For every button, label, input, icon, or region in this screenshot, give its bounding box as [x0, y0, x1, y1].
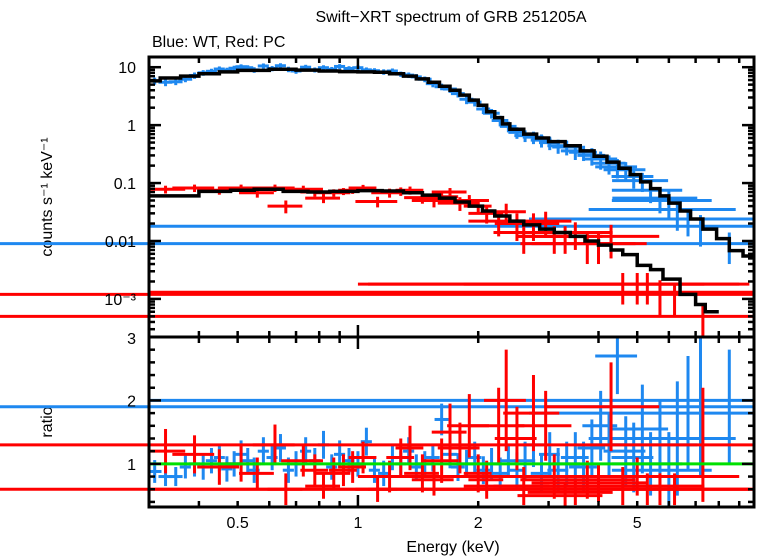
pc-data-point [355, 196, 398, 208]
pc-ratio-point [348, 441, 377, 474]
wt-ratio-point [529, 356, 754, 471]
pc-ratio-point [494, 406, 537, 471]
pc-ratio-point [0, 387, 754, 502]
upper-y-tick-label: 1 [127, 118, 136, 135]
wt-data-point [529, 208, 754, 237]
wt-model-line [149, 67, 754, 258]
upper-y-tick-label: 0.01 [105, 234, 136, 251]
wt-ratio-point [434, 403, 449, 436]
lower-y-tick-label: 2 [127, 393, 136, 410]
upper-y-tick-label: 10⁻³ [104, 292, 136, 309]
pc-model-line [149, 187, 719, 314]
pc-ratio-point [515, 390, 572, 461]
x-tick-label: 2 [474, 515, 483, 532]
lower-y-tick-label: 3 [127, 331, 136, 348]
pc-data-point [544, 224, 660, 259]
upper-panel [0, 63, 754, 337]
wt-ratio-point [242, 448, 254, 474]
wt-data-point [334, 64, 346, 70]
pc-ratio-point [468, 460, 504, 499]
lower-y-tick-label: 1 [127, 457, 136, 474]
chart-subtitle: Blue: WT, Red: PC [152, 34, 285, 51]
upper-y-tick-label: 10 [118, 60, 136, 77]
wt-ratio-point [274, 434, 286, 462]
wt-ratio-point [205, 448, 217, 474]
pc-ratio-point [300, 454, 329, 487]
pc-ratio-point [197, 449, 240, 485]
pc-ratio-point [315, 457, 351, 490]
wt-data-point [257, 63, 269, 69]
pc-ratio-point [484, 349, 526, 452]
axes-frame: 0.5 1 2 5 10 1 0.1 0.01 10⁻³ 3 1 2 [104, 55, 756, 532]
pc-ratio-point [463, 467, 705, 506]
lower-panel [0, 337, 754, 507]
upper-y-tick-label: 0.1 [114, 176, 136, 193]
pc-data-point [267, 200, 303, 214]
lower-y-axis-label: ratio [39, 406, 56, 437]
pc-data-series [0, 184, 754, 337]
pc-data-point [305, 193, 341, 204]
wt-data-point [611, 168, 654, 189]
pc-ratio-point [149, 428, 186, 474]
pc-ratio-point [531, 463, 647, 502]
pc-data-point [172, 184, 215, 193]
pc-ratio-point [544, 362, 660, 452]
pc-data-point [0, 304, 754, 337]
pc-ratio-point [520, 460, 636, 499]
wt-ratio-point [168, 467, 183, 487]
x-tick-label: 5 [633, 515, 642, 532]
wt-ratio-point [257, 437, 269, 466]
wt-ratio-point [499, 444, 517, 477]
x-axis-label: Energy (keV) [406, 539, 499, 556]
pc-ratio-series [0, 349, 754, 507]
wt-data-point [228, 65, 240, 71]
x-tick-label: 0.5 [227, 515, 249, 532]
wt-ratio-point [368, 457, 380, 483]
pc-data-point [431, 188, 467, 197]
pc-data-point [368, 273, 750, 305]
pc-ratio-point [239, 457, 274, 490]
pc-data-point [357, 273, 740, 305]
chart-title: Swift−XRT spectrum of GRB 251205A [315, 9, 586, 26]
wt-ratio-point [221, 456, 233, 482]
wt-ratio-point [595, 337, 638, 395]
wt-ratio-point [179, 455, 191, 479]
wt-data-point [168, 78, 183, 86]
x-tick-label: 1 [353, 515, 362, 532]
pc-ratio-point [172, 435, 215, 474]
pc-ratio-point [0, 473, 754, 506]
upper-y-axis-label: counts s⁻¹ keV⁻¹ [39, 137, 56, 256]
pc-data-point [149, 280, 754, 317]
pc-ratio-point [503, 375, 560, 452]
pc-ratio-point [411, 463, 454, 496]
pc-data-point [0, 282, 754, 317]
wt-ratio-point [326, 454, 338, 480]
